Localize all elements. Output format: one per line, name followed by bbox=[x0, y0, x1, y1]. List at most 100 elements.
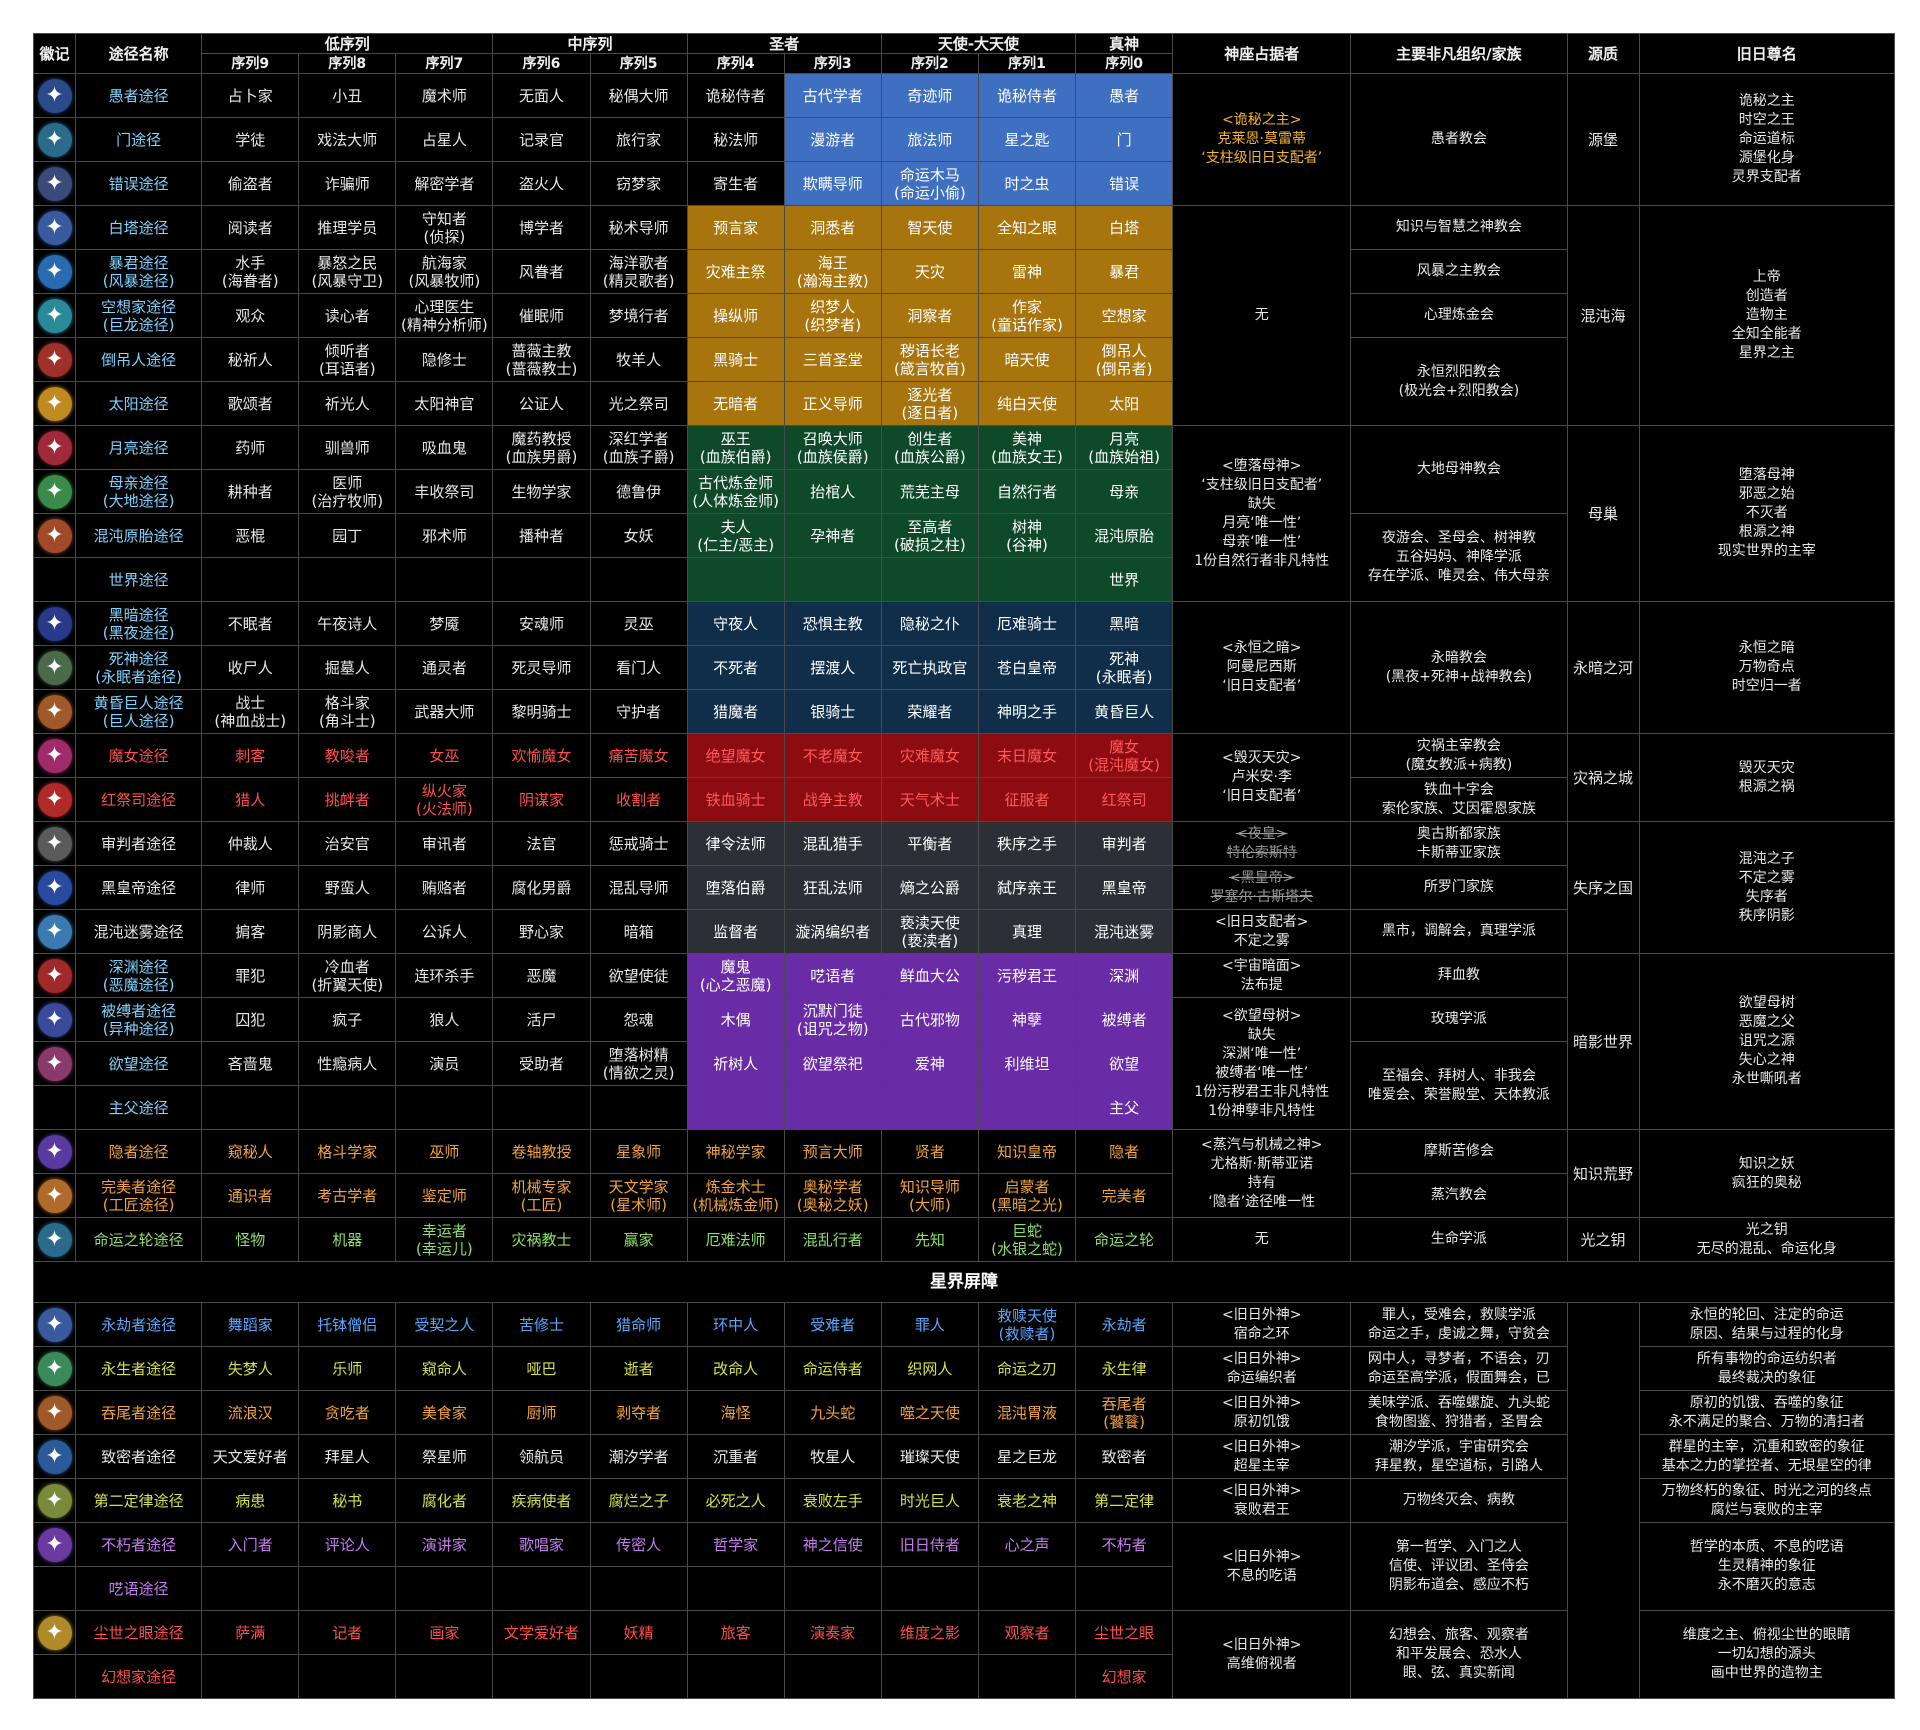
sequence-cell-7 bbox=[395, 1566, 494, 1611]
sequence-cell-5: 看门人 bbox=[589, 645, 688, 690]
sequence-cell-4: 夫人 (仁主/恶主) bbox=[686, 513, 785, 558]
sequence-cell-1: 厄难骑士 bbox=[977, 601, 1077, 646]
sequence-cell-9: 歌颂者 bbox=[201, 381, 300, 426]
sequence-cell-1: 末日魔女 bbox=[977, 733, 1077, 778]
throne-occupant: <旧日外神> 宿命之环 bbox=[1172, 1302, 1352, 1347]
pathway-row: ✦ 审判者途径 仲裁人 治安官 审讯者 法官 惩戒骑士 律令法师 混乱猎手 平衡者 秩序之手 审判者 <… bbox=[32, 821, 1896, 954]
sequence-cell-1: 全知之眼 bbox=[977, 205, 1077, 250]
pathway-name: 尘世之眼途径 bbox=[75, 1610, 203, 1655]
pathway-name: 不朽者途径 bbox=[75, 1522, 203, 1567]
pathway-row: ✦ 尘世之眼途径 萨满 记者 画家 文学爱好者 妖精 旅客 演奏家 维度之影 观察者 尘世之眼 <旧日外… bbox=[32, 1610, 1896, 1699]
sequence-cell-7: 画家 bbox=[395, 1610, 494, 1655]
pathway-name: 混沌原胎途径 bbox=[75, 513, 203, 558]
sequence-cell-7: 美食家 bbox=[395, 1390, 494, 1435]
sequence-cell-2: 旅法师 bbox=[880, 117, 979, 162]
organizations: 网中人，寻梦者，不语会，刃 命运至高学派，假面舞会，已 bbox=[1350, 1346, 1568, 1391]
pathway-name: 暴君途径 (风暴途径) bbox=[75, 249, 203, 294]
header-orgs: 主要非凡组织/家族 bbox=[1350, 33, 1568, 74]
pathway-emblem: ✦ bbox=[32, 997, 77, 1042]
pathway-name: 主父途径 bbox=[75, 1085, 203, 1130]
sequence-cell-1: 观察者 bbox=[977, 1610, 1077, 1655]
sequence-cell-2: 爱神 bbox=[880, 1041, 979, 1086]
sequence-cell-1: 利维坦 bbox=[977, 1041, 1077, 1086]
sequence-cell-1: 暗天使 bbox=[977, 337, 1077, 382]
sequence-cell-7: 鉴定师 bbox=[395, 1173, 494, 1218]
sequence-cell-1: 巨蛇 (水银之蛇) bbox=[977, 1217, 1077, 1262]
sequence-cell-2: 荒芜主母 bbox=[880, 469, 979, 514]
organizations: 奥古斯都家族 卡斯蒂亚家族 bbox=[1350, 821, 1568, 866]
sequence-cell-0: 黄昏巨人 bbox=[1075, 689, 1174, 734]
pathway-emblem: ✦ bbox=[32, 205, 77, 250]
sequence-cell-6: 播种者 bbox=[492, 513, 591, 558]
sequence-cell-2: 璀璨天使 bbox=[880, 1434, 979, 1479]
organizations: 知识与智慧之神教会 bbox=[1350, 205, 1568, 250]
pathway-emblem: ✦ bbox=[32, 1522, 77, 1567]
pathway-name: 愚者途径 bbox=[75, 73, 203, 118]
sequence-cell-8: 托钵僧侣 bbox=[298, 1302, 397, 1347]
pathway-name: 门途径 bbox=[75, 117, 203, 162]
organizations: 灾祸主宰教会 (魔女教派+病教) bbox=[1350, 733, 1568, 778]
old-titles: 欲望母树 恶魔之父 诅咒之源 失心之神 永世嘶吼者 bbox=[1638, 953, 1896, 1130]
sequence-cell-3 bbox=[783, 1085, 882, 1130]
sequence-cell-0: 月亮 (血族始祖) bbox=[1075, 425, 1174, 470]
second-law-emblem-icon: ✦ bbox=[37, 1483, 72, 1518]
sequence-cell-8: 午夜诗人 bbox=[298, 601, 397, 646]
sequence-cell-2: 天灾 bbox=[880, 249, 979, 294]
sequence-cell-1: 混沌胃液 bbox=[977, 1390, 1077, 1435]
pathway-name: 欲望途径 bbox=[75, 1041, 203, 1086]
pathway-row: ✦ 太阳途径 歌颂者 祈光人 太阳神官 公证人 光之祭司 无暗者 正义导师 逐光者 (逐日者) 纯白… bbox=[32, 381, 1895, 426]
pathway-row: ✦ 命运之轮途径 怪物 机器 幸运者 (幸运儿) 灾祸教士 赢家 厄难法师 混乱行者 先知 巨蛇 (… bbox=[32, 1217, 1896, 1262]
sequence-cell-0: 愚者 bbox=[1075, 73, 1174, 118]
sequence-cell-4: 哲学家 bbox=[686, 1522, 785, 1567]
sequence-cell-0: 致密者 bbox=[1075, 1434, 1174, 1479]
sequence-cell-8: 医师 (治疗牧师) bbox=[298, 469, 397, 514]
sequence-cell-8: 考古学者 bbox=[298, 1173, 397, 1218]
throne-occupant: <旧日外神> 衰败君王 bbox=[1172, 1478, 1352, 1523]
chained-emblem-icon: ✦ bbox=[37, 1002, 72, 1037]
throne-occupant: <黑皇帝> 罗塞尔·古斯塔夫 bbox=[1172, 865, 1352, 910]
sequence-cell-6: 腐化男爵 bbox=[492, 865, 591, 910]
old-titles: 毁灭天灾 根源之祸 bbox=[1638, 733, 1896, 822]
sequence-cell-3: 漫游者 bbox=[783, 117, 882, 162]
pathway-row: ✦ 混沌迷雾途径 掮客 阴影商人 公诉人 野心家 暗箱 监督者 漩涡编织者 亵渎天使 (亵渎者) 真… bbox=[32, 909, 1895, 954]
sequence-cell-2: 知识导师 (大师) bbox=[880, 1173, 979, 1218]
sequence-cell-9: 恶棍 bbox=[201, 513, 300, 558]
sequence-cell-1: 自然行者 bbox=[977, 469, 1077, 514]
sequence-cell-6 bbox=[492, 557, 591, 602]
sequence-cell-3: 恐惧主教 bbox=[783, 601, 882, 646]
sequence-cell-3: 欺瞒导师 bbox=[783, 161, 882, 206]
sequence-cell-5: 旅行家 bbox=[589, 117, 688, 162]
sequence-cell-9 bbox=[201, 557, 300, 602]
sequence-cell-1: 污秽君王 bbox=[977, 953, 1077, 998]
sequence-cell-6: 领航员 bbox=[492, 1434, 591, 1479]
sequence-cell-0: 门 bbox=[1075, 117, 1174, 162]
sequence-cell-7: 守知者 (侦探) bbox=[395, 205, 494, 250]
sequence-cell-3: 孕神者 bbox=[783, 513, 882, 558]
pathway-row: ✦ 致密者途径 天文爱好者 拜星人 祭星师 领航员 潮汐学者 沉重者 牧星人 璀璨天使 星之巨龙 致密… bbox=[32, 1434, 1896, 1479]
header-seq-7: 序列7 bbox=[395, 53, 494, 74]
pathway-emblem: ✦ bbox=[32, 689, 77, 734]
sequence-cell-9: 刺客 bbox=[201, 733, 300, 778]
sequence-cell-2: 古代邪物 bbox=[880, 997, 979, 1042]
sequence-cell-4: 铁血骑士 bbox=[686, 777, 785, 822]
pathway-row: ✦ 死神途径 (永眠者途径) 收尸人 掘墓人 通灵者 死灵导师 看门人 不死者 摆渡人 死亡执政官… bbox=[32, 645, 1895, 690]
sequence-cell-5: 灵巫 bbox=[589, 601, 688, 646]
sequence-cell-5 bbox=[589, 557, 688, 602]
sequence-cell-9: 战士 (神血战士) bbox=[201, 689, 300, 734]
source-name: 母巢 bbox=[1566, 425, 1640, 602]
sequence-cell-5: 混乱导师 bbox=[589, 865, 688, 910]
old-titles: 万物终朽的象征、时光之河的终点 腐烂与衰败的主宰 bbox=[1638, 1478, 1896, 1523]
sequence-cell-1: 知识皇帝 bbox=[977, 1129, 1077, 1174]
sequence-cell-8: 机器 bbox=[298, 1217, 397, 1262]
pathway-row: ✦ 被缚者途径 (异种途径) 囚犯 疯子 狼人 活尸 怨魂 木偶 沉默门徒 (诅咒之物) 古代邪物… bbox=[32, 997, 1895, 1130]
sequence-cell-9 bbox=[201, 1085, 300, 1130]
sequence-cell-0: 永劫者 bbox=[1075, 1302, 1174, 1347]
pathway-name: 命运之轮途径 bbox=[75, 1217, 203, 1262]
eye-emblem-icon: ✦ bbox=[37, 78, 72, 113]
sequence-cell-6: 野心家 bbox=[492, 909, 591, 954]
sequence-cell-0: 幻想家 bbox=[1075, 1654, 1174, 1699]
header-throne: 神座占据者 bbox=[1172, 33, 1352, 74]
sequence-cell-9: 收尸人 bbox=[201, 645, 300, 690]
pathway-row: ✦ 魔女途径 刺客 教唆者 女巫 欢愉魔女 痛苦魔女 绝望魔女 不老魔女 灾难魔女 末日魔女 魔女 (… bbox=[32, 733, 1896, 822]
sequence-cell-4: 古代炼金师 (人体炼金师) bbox=[686, 469, 785, 514]
